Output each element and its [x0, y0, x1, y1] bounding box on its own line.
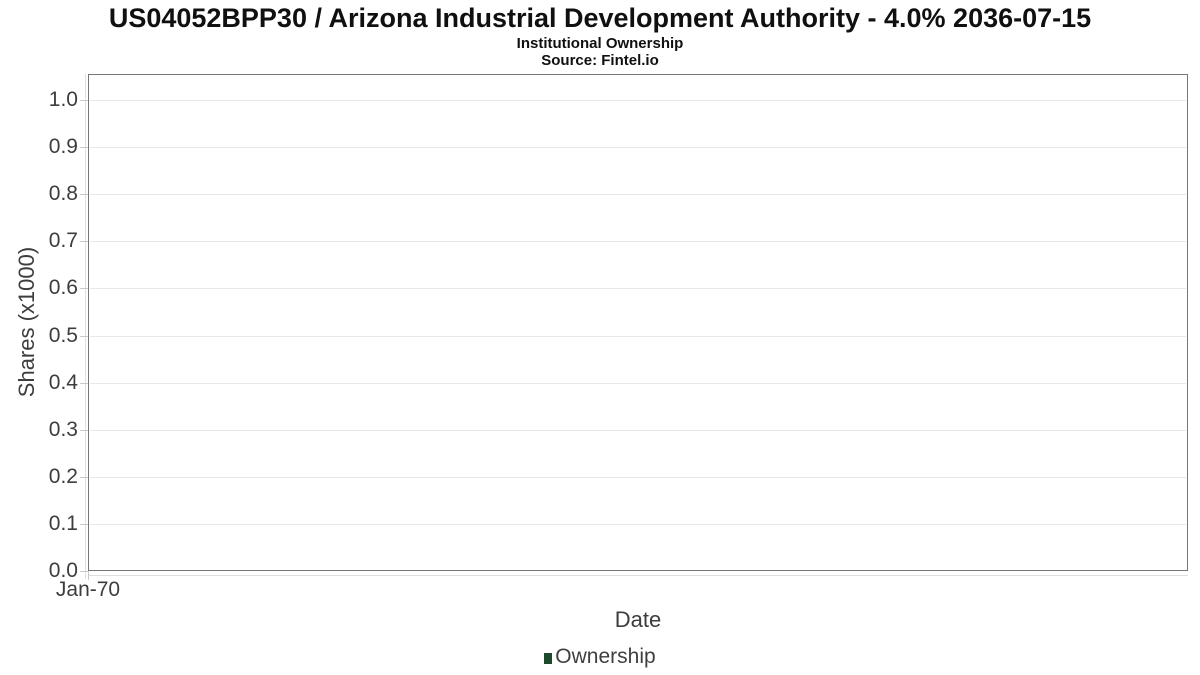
y-tick-mark	[80, 288, 88, 289]
y-tick-label: 0.2	[48, 465, 78, 488]
legend-swatch-icon	[544, 652, 553, 664]
y-tick-label: 0.4	[48, 371, 78, 394]
y-tick-label: 0.3	[48, 418, 78, 441]
y-tick-label: 0.6	[48, 276, 78, 299]
gridline	[90, 383, 1186, 384]
y-tick-mark	[80, 100, 88, 101]
plot-area	[88, 74, 1188, 571]
y-tick-label: 1.0	[48, 88, 78, 111]
x-axis-title: Date	[614, 607, 662, 632]
y-tick-mark	[80, 430, 88, 431]
legend: Ownership	[0, 645, 1200, 669]
y-tick-mark	[80, 194, 88, 195]
gridline	[90, 147, 1186, 148]
y-tick-label: 0.9	[48, 135, 78, 158]
y-tick-mark	[80, 477, 88, 478]
x-axis-line	[88, 575, 1188, 576]
y-tick-label: 0.8	[48, 182, 78, 205]
gridline	[90, 194, 1186, 195]
legend-item-ownership[interactable]: Ownership	[544, 645, 656, 669]
y-tick-mark	[80, 524, 88, 525]
gridline	[90, 477, 1186, 478]
x-tick-label: Jan-70	[55, 578, 121, 601]
y-axis-line	[85, 74, 86, 579]
y-tick-label: 0.1	[48, 512, 78, 535]
gridline	[90, 430, 1186, 431]
y-axis-title: Shares (x1000)	[14, 246, 39, 398]
gridline	[90, 100, 1186, 101]
legend-label: Ownership	[555, 645, 656, 668]
y-tick-mark	[80, 383, 88, 384]
y-tick-mark	[80, 147, 88, 148]
y-tick-mark	[80, 571, 88, 572]
chart-title: US04052BPP30 / Arizona Industrial Develo…	[108, 3, 1092, 33]
x-tick-mark	[88, 571, 89, 580]
y-tick-mark	[80, 241, 88, 242]
gridline	[90, 336, 1186, 337]
y-tick-mark	[80, 336, 88, 337]
gridline	[90, 288, 1186, 289]
chart-source-note: Source: Fintel.io	[541, 52, 659, 69]
y-tick-label: 0.5	[48, 324, 78, 347]
chart-subtitle: Institutional Ownership	[516, 35, 684, 52]
y-tick-label: 0.7	[48, 229, 78, 252]
gridline	[90, 524, 1186, 525]
gridline	[90, 241, 1186, 242]
y-tick-label: 0.0	[48, 559, 78, 582]
